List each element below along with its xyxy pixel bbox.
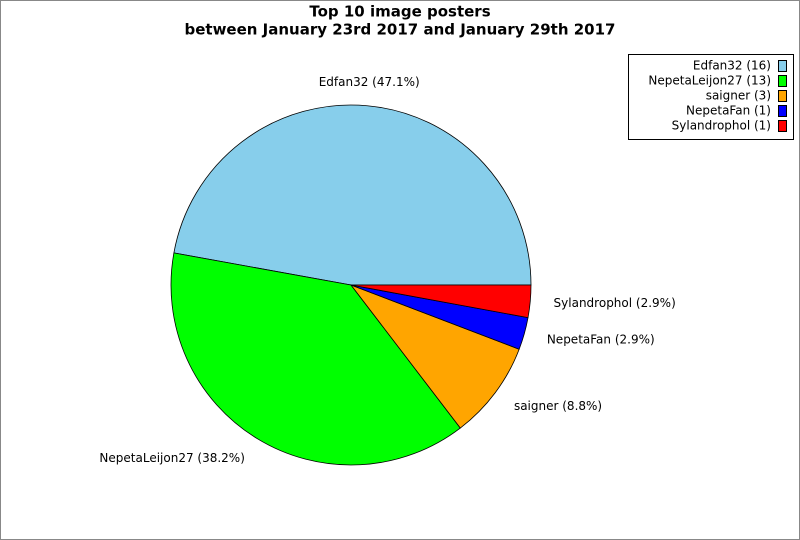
chart-subtitle: between January 23rd 2017 and January 29… [184, 21, 615, 39]
slice-label: NepetaFan (2.9%) [547, 332, 655, 346]
pie-slice [349, 284, 520, 429]
legend-label: Sylandrophol (1) [672, 119, 771, 133]
chart-title: Top 10 image posters [309, 3, 490, 21]
legend-box [628, 54, 794, 140]
legend-swatch [778, 75, 787, 87]
slice-label: saigner (8.8%) [514, 399, 602, 413]
legend-swatch [778, 90, 787, 102]
legend-label: Edfan32 (16) [693, 59, 771, 73]
legend-label: NepetaLeijon27 (13) [648, 74, 771, 88]
pie-slice [170, 252, 461, 466]
pie-slice [173, 104, 532, 286]
legend-swatch [778, 105, 787, 117]
slice-label: Sylandrophol (2.9%) [554, 296, 676, 310]
pie-slice [350, 284, 532, 319]
slice-label: Edfan32 (47.1%) [319, 75, 420, 89]
legend-label: saigner (3) [706, 89, 771, 103]
legend-label: NepetaFan (1) [686, 104, 771, 118]
slice-label: NepetaLeijon27 (38.2%) [99, 451, 244, 465]
legend-swatch [778, 60, 787, 72]
legend-swatch [778, 120, 787, 132]
